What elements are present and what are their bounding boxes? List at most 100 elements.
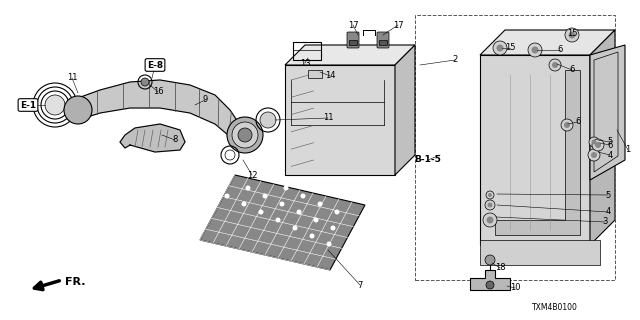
Polygon shape: [590, 45, 625, 180]
Circle shape: [531, 46, 538, 53]
Text: B-1-5: B-1-5: [415, 156, 442, 164]
Circle shape: [141, 78, 149, 86]
Circle shape: [592, 139, 604, 151]
Text: 15: 15: [567, 28, 577, 37]
Text: E-1: E-1: [20, 100, 36, 109]
FancyBboxPatch shape: [377, 32, 389, 48]
Circle shape: [486, 281, 494, 289]
Circle shape: [45, 95, 65, 115]
Text: 16: 16: [153, 87, 163, 97]
Circle shape: [330, 226, 335, 230]
Circle shape: [259, 210, 264, 214]
Text: 17: 17: [348, 20, 358, 29]
Polygon shape: [285, 45, 415, 65]
Bar: [415, 15, 615, 280]
Text: 14: 14: [324, 71, 335, 81]
Text: 12: 12: [247, 171, 257, 180]
Circle shape: [335, 210, 339, 214]
Text: E-8: E-8: [147, 60, 163, 69]
Circle shape: [326, 242, 332, 246]
Polygon shape: [495, 70, 580, 235]
Circle shape: [275, 218, 280, 222]
Circle shape: [561, 119, 573, 131]
Circle shape: [485, 255, 495, 265]
Circle shape: [591, 140, 596, 145]
Circle shape: [595, 142, 601, 148]
Text: 11: 11: [67, 74, 77, 83]
Circle shape: [310, 234, 314, 238]
Circle shape: [589, 137, 599, 147]
Text: 1: 1: [625, 146, 630, 155]
Text: 6: 6: [570, 66, 575, 75]
Circle shape: [488, 193, 492, 197]
Text: 17: 17: [393, 20, 403, 29]
Circle shape: [314, 218, 319, 222]
Text: 6: 6: [607, 140, 612, 149]
Text: TXM4B0100: TXM4B0100: [532, 303, 578, 313]
Text: 6: 6: [557, 45, 563, 54]
Text: 7: 7: [357, 281, 363, 290]
Text: 5: 5: [605, 190, 611, 199]
Circle shape: [565, 28, 579, 42]
FancyBboxPatch shape: [347, 32, 359, 48]
Text: 5: 5: [607, 138, 612, 147]
Circle shape: [564, 122, 570, 128]
Text: 8: 8: [172, 135, 178, 145]
Polygon shape: [200, 175, 365, 270]
Circle shape: [64, 96, 92, 124]
Circle shape: [238, 128, 252, 142]
FancyBboxPatch shape: [308, 70, 322, 78]
Text: 2: 2: [452, 55, 458, 65]
Polygon shape: [78, 80, 240, 145]
Polygon shape: [470, 270, 510, 290]
Circle shape: [292, 226, 298, 230]
Circle shape: [486, 191, 494, 199]
Circle shape: [301, 194, 305, 198]
Circle shape: [227, 117, 263, 153]
Circle shape: [497, 44, 504, 52]
Circle shape: [588, 149, 600, 161]
Circle shape: [591, 152, 597, 158]
Polygon shape: [395, 45, 415, 175]
Circle shape: [483, 213, 497, 227]
Circle shape: [568, 31, 575, 38]
Circle shape: [225, 150, 235, 160]
FancyBboxPatch shape: [349, 40, 357, 45]
Circle shape: [225, 194, 230, 198]
Circle shape: [262, 194, 268, 198]
Text: 9: 9: [202, 95, 207, 105]
Polygon shape: [480, 240, 600, 265]
Polygon shape: [285, 65, 395, 175]
Circle shape: [246, 186, 250, 190]
Circle shape: [232, 122, 258, 148]
Circle shape: [296, 210, 301, 214]
Circle shape: [488, 203, 493, 207]
FancyBboxPatch shape: [379, 40, 387, 45]
Text: 18: 18: [495, 263, 506, 273]
Circle shape: [486, 217, 493, 223]
Circle shape: [280, 202, 285, 206]
Text: 15: 15: [505, 44, 515, 52]
Circle shape: [284, 186, 289, 190]
Text: 10: 10: [509, 284, 520, 292]
Polygon shape: [120, 124, 185, 152]
Text: 13: 13: [300, 59, 310, 68]
Circle shape: [552, 62, 558, 68]
Circle shape: [260, 112, 276, 128]
Circle shape: [493, 41, 507, 55]
Circle shape: [241, 202, 246, 206]
Circle shape: [485, 200, 495, 210]
Circle shape: [549, 59, 561, 71]
Circle shape: [207, 186, 212, 190]
Circle shape: [528, 43, 542, 57]
Circle shape: [317, 202, 323, 206]
Text: 4: 4: [607, 150, 612, 159]
Text: 11: 11: [323, 114, 333, 123]
Circle shape: [321, 186, 326, 190]
Text: FR.: FR.: [65, 277, 86, 287]
Polygon shape: [480, 30, 615, 55]
Polygon shape: [480, 55, 590, 245]
Text: 3: 3: [602, 218, 608, 227]
Circle shape: [339, 194, 344, 198]
Text: 4: 4: [605, 207, 611, 217]
